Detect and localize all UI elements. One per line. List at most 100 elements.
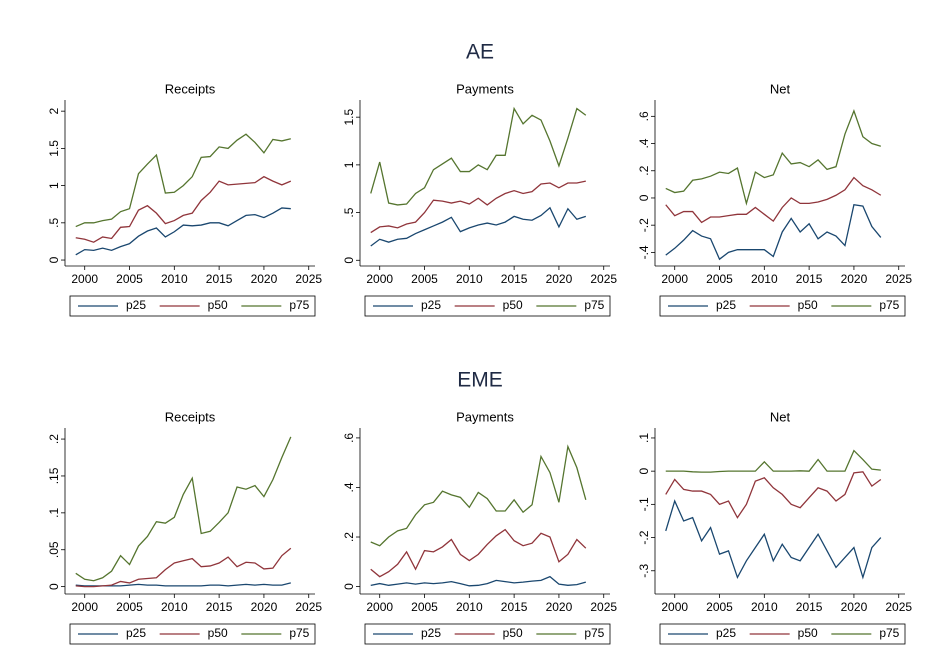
series-line bbox=[370, 444, 587, 547]
y-tick-label: 2 bbox=[47, 108, 61, 115]
x-tick-label: 2005 bbox=[411, 272, 438, 286]
x-tick-label: 2000 bbox=[366, 272, 393, 286]
legend-label: p75 bbox=[289, 298, 309, 312]
y-tick-label: .2 bbox=[342, 532, 356, 542]
x-tick-label: 2005 bbox=[706, 272, 733, 286]
y-tick-label: .6 bbox=[342, 433, 356, 443]
legend-label: p50 bbox=[208, 298, 228, 312]
series-line bbox=[370, 575, 586, 587]
y-tick-label: .1 bbox=[47, 508, 61, 518]
series-line bbox=[370, 528, 587, 578]
x-tick-label: 2020 bbox=[251, 272, 278, 286]
legend-label: p75 bbox=[879, 298, 899, 312]
section-title: AE bbox=[466, 41, 494, 64]
series-line bbox=[665, 499, 882, 580]
series-line bbox=[370, 180, 586, 234]
x-tick-label: 2015 bbox=[796, 600, 823, 614]
y-tick-label: -.2 bbox=[637, 218, 651, 232]
y-tick-label: .4 bbox=[637, 138, 651, 148]
y-tick-label: -.2 bbox=[637, 530, 651, 544]
x-tick-label: 2025 bbox=[885, 272, 912, 286]
y-tick-label: 0 bbox=[342, 583, 356, 590]
y-tick-label: 0 bbox=[637, 468, 651, 475]
y-tick-label: 0 bbox=[637, 194, 651, 201]
legend-label: p50 bbox=[503, 626, 523, 640]
y-tick-label: .1 bbox=[637, 433, 651, 443]
x-tick-label: 2005 bbox=[116, 600, 143, 614]
series-line bbox=[75, 547, 292, 588]
legend-label: p75 bbox=[289, 626, 309, 640]
legend-label: p75 bbox=[879, 626, 899, 640]
x-tick-label: 2010 bbox=[456, 600, 483, 614]
legend-label: p25 bbox=[421, 626, 441, 640]
chart-title: Payments bbox=[456, 81, 514, 96]
x-tick-label: 2020 bbox=[546, 600, 573, 614]
section-title: EME bbox=[457, 369, 503, 392]
x-tick-label: 2020 bbox=[841, 272, 868, 286]
series-line bbox=[665, 471, 882, 519]
series-line bbox=[665, 176, 882, 224]
series-line bbox=[75, 582, 291, 587]
x-tick-label: 2025 bbox=[885, 600, 912, 614]
x-tick-label: 2025 bbox=[590, 272, 617, 286]
y-tick-label: -.4 bbox=[637, 245, 651, 259]
chart-title: Payments bbox=[456, 409, 514, 424]
legend-label: p25 bbox=[421, 298, 441, 312]
series-line bbox=[665, 109, 881, 206]
x-tick-label: 2020 bbox=[546, 272, 573, 286]
y-tick-label: .15 bbox=[47, 467, 61, 484]
x-tick-label: 2025 bbox=[590, 600, 617, 614]
x-tick-label: 2010 bbox=[751, 272, 778, 286]
x-tick-label: 2010 bbox=[456, 272, 483, 286]
y-tick-label: 0 bbox=[47, 583, 61, 590]
y-tick-label: 1 bbox=[342, 161, 356, 168]
legend-label: p50 bbox=[208, 626, 228, 640]
x-tick-label: 2025 bbox=[295, 600, 322, 614]
y-tick-label: -.3 bbox=[637, 563, 651, 577]
x-tick-label: 2010 bbox=[161, 272, 188, 286]
x-tick-label: 2005 bbox=[411, 600, 438, 614]
x-tick-label: 2015 bbox=[501, 272, 528, 286]
y-tick-label: 1.5 bbox=[342, 109, 356, 126]
series-line bbox=[75, 175, 292, 243]
y-tick-label: 0 bbox=[47, 256, 61, 263]
chart-title: Receipts bbox=[165, 81, 216, 96]
y-tick-label: .2 bbox=[637, 165, 651, 175]
series-line bbox=[370, 206, 587, 247]
x-tick-label: 2005 bbox=[706, 600, 733, 614]
y-tick-label: .5 bbox=[342, 207, 356, 217]
x-tick-label: 2015 bbox=[501, 600, 528, 614]
y-tick-label: .5 bbox=[47, 217, 61, 227]
legend-label: p75 bbox=[584, 626, 604, 640]
chart-title: Net bbox=[770, 81, 791, 96]
legend-label: p25 bbox=[716, 298, 736, 312]
chart-title: Receipts bbox=[165, 409, 216, 424]
legend-label: p75 bbox=[584, 298, 604, 312]
x-tick-label: 2000 bbox=[366, 600, 393, 614]
legend-label: p50 bbox=[798, 298, 818, 312]
series-line bbox=[370, 106, 587, 206]
legend-label: p50 bbox=[503, 298, 523, 312]
y-tick-label: 1.5 bbox=[47, 140, 61, 157]
legend-label: p25 bbox=[126, 298, 146, 312]
x-tick-label: 2015 bbox=[206, 600, 233, 614]
x-tick-label: 2000 bbox=[71, 600, 98, 614]
chart-title: Net bbox=[770, 409, 791, 424]
y-tick-label: -.1 bbox=[637, 497, 651, 511]
x-tick-label: 2020 bbox=[251, 600, 278, 614]
x-tick-label: 2015 bbox=[796, 272, 823, 286]
x-tick-label: 2025 bbox=[295, 272, 322, 286]
legend-label: p50 bbox=[798, 626, 818, 640]
legend-label: p25 bbox=[126, 626, 146, 640]
y-tick-label: .6 bbox=[637, 111, 651, 121]
series-line bbox=[75, 133, 291, 228]
x-tick-label: 2010 bbox=[751, 600, 778, 614]
series-line bbox=[665, 204, 882, 261]
y-tick-label: .05 bbox=[47, 541, 61, 558]
x-tick-label: 2010 bbox=[161, 600, 188, 614]
series-line bbox=[75, 207, 291, 256]
y-tick-label: 1 bbox=[47, 182, 61, 189]
x-tick-label: 2000 bbox=[71, 272, 98, 286]
